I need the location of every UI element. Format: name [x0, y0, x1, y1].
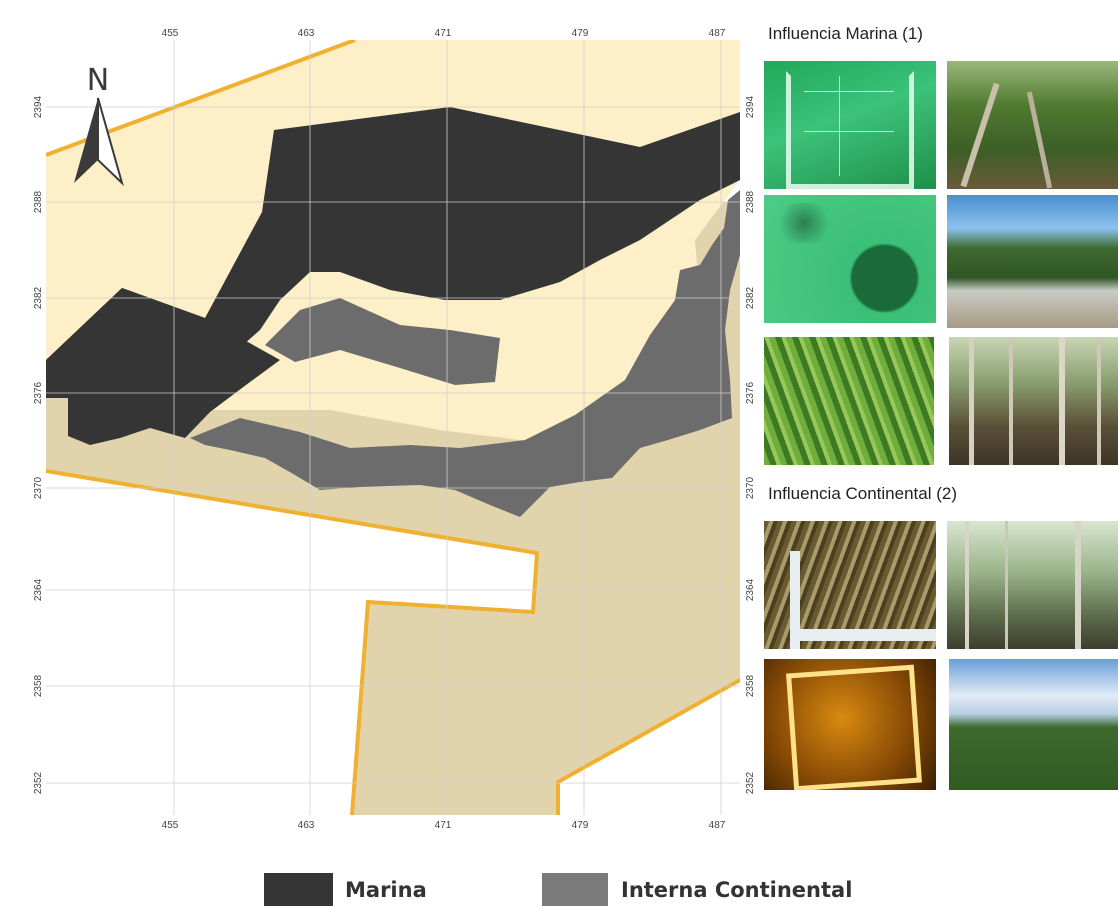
y-tick-left: 2370 [33, 476, 44, 499]
x-tick-bottom: 479 [572, 820, 589, 831]
marina-influence-title: Influencia Marina (1) [768, 24, 923, 43]
legend-swatch-interna-continental [542, 873, 608, 906]
boundary-east [556, 678, 740, 815]
y-tick-left: 2358 [33, 674, 44, 697]
seagrass-quadrat-night-photo [764, 659, 936, 790]
y-tick-right: 2388 [745, 190, 756, 213]
y-tick-left: 2376 [33, 381, 44, 404]
map-grid [46, 40, 740, 815]
map: 455 463 471 479 487 455 463 471 479 487 … [33, 28, 756, 831]
y-tick-right: 2394 [745, 95, 756, 118]
x-tick-bottom: 487 [709, 820, 726, 831]
legend-swatch-marina [264, 873, 333, 906]
marina-zone-west [46, 288, 280, 445]
seagrass-underwater-photo [764, 195, 936, 323]
x-tick-bottom: 471 [435, 820, 452, 831]
y-tick-right: 2370 [745, 476, 756, 499]
y-tick-right: 2352 [745, 771, 756, 794]
mangrove-shoreline-photo [947, 195, 1118, 328]
y-tick-left: 2388 [33, 190, 44, 213]
mangrove-canopy-photo [949, 659, 1118, 790]
x-tick-bottom: 463 [298, 820, 315, 831]
y-tick-left: 2352 [33, 771, 44, 794]
seagrass-quadrat-photo [764, 61, 936, 189]
legend-label-interna-continental: Interna Continental [621, 878, 853, 902]
x-tick-top: 471 [435, 28, 452, 39]
y-tick-right: 2358 [745, 674, 756, 697]
x-tick-top: 487 [709, 28, 726, 39]
seagrass-quadrat-photo [764, 521, 936, 649]
y-tick-right: 2376 [745, 381, 756, 404]
x-tick-top: 479 [572, 28, 589, 39]
boundary-south [46, 469, 540, 815]
y-tick-right: 2382 [745, 286, 756, 309]
x-tick-top: 463 [298, 28, 315, 39]
interna-continental-zone-north [265, 298, 500, 385]
mangrove-trunks-photo [947, 521, 1118, 649]
north-label: N [87, 63, 109, 98]
mangrove-roots-photo [949, 337, 1118, 465]
y-tick-left: 2382 [33, 286, 44, 309]
interna-continental-zone [190, 190, 740, 517]
legend-label-marina: Marina [345, 878, 427, 902]
y-tick-left: 2394 [33, 95, 44, 118]
seagrass-closeup-photo [764, 337, 934, 465]
x-tick-bottom: 455 [162, 820, 179, 831]
mangrove-forest-photo [947, 61, 1118, 189]
continental-influence-title: Influencia Continental (2) [768, 484, 958, 503]
y-tick-right: 2364 [745, 578, 756, 601]
x-tick-top: 455 [162, 28, 179, 39]
north-arrow-icon: N [74, 63, 124, 187]
y-tick-left: 2364 [33, 578, 44, 601]
